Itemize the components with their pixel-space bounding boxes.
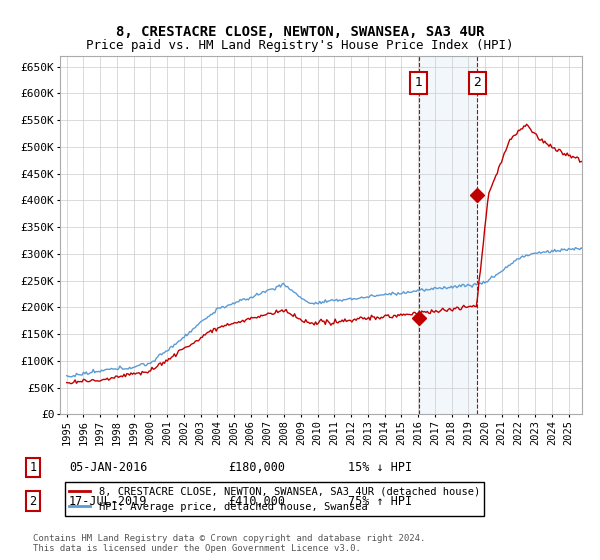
Text: Price paid vs. HM Land Registry's House Price Index (HPI): Price paid vs. HM Land Registry's House … (86, 39, 514, 52)
Text: 17-JUL-2019: 17-JUL-2019 (69, 494, 148, 508)
Text: 1: 1 (29, 461, 37, 474)
Text: 15% ↓ HPI: 15% ↓ HPI (348, 461, 412, 474)
Bar (419, 56, 477, 414)
Legend: 8, CRESTACRE CLOSE, NEWTON, SWANSEA, SA3 4UR (detached house), HPI: Average pric: 8, CRESTACRE CLOSE, NEWTON, SWANSEA, SA3… (65, 482, 484, 516)
Text: £180,000: £180,000 (228, 461, 285, 474)
Text: 2: 2 (29, 494, 37, 508)
Text: 8, CRESTACRE CLOSE, NEWTON, SWANSEA, SA3 4UR: 8, CRESTACRE CLOSE, NEWTON, SWANSEA, SA3… (116, 25, 484, 39)
Text: Contains HM Land Registry data © Crown copyright and database right 2024.
This d: Contains HM Land Registry data © Crown c… (33, 534, 425, 553)
Text: £410,000: £410,000 (228, 494, 285, 508)
Text: 75% ↑ HPI: 75% ↑ HPI (348, 494, 412, 508)
Text: 05-JAN-2016: 05-JAN-2016 (69, 461, 148, 474)
Text: 1: 1 (415, 76, 422, 89)
Text: 2: 2 (473, 76, 481, 89)
